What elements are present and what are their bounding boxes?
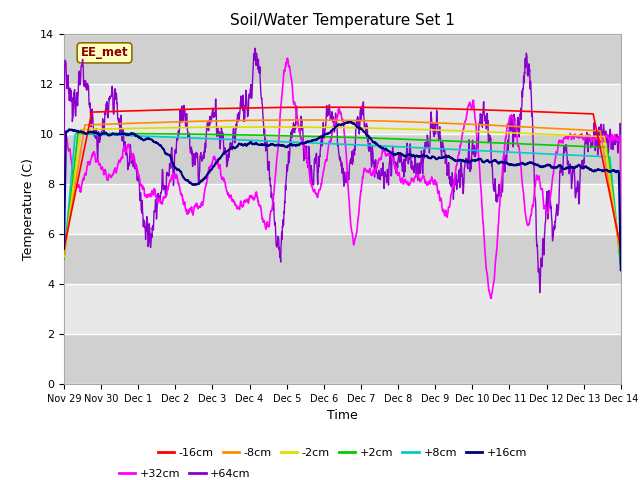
Line: +2cm: +2cm	[64, 133, 621, 264]
-2cm	[253, 124, 260, 130]
Text: EE_met: EE_met	[81, 47, 129, 60]
+64cm	[316, 147, 324, 153]
-2cm	[601, 138, 609, 144]
+16cm	[346, 119, 353, 125]
+32cm	[601, 134, 609, 140]
+16cm	[617, 267, 625, 273]
Line: -16cm: -16cm	[64, 107, 621, 248]
Line: -8cm: -8cm	[64, 120, 621, 256]
Line: +16cm: +16cm	[64, 122, 621, 270]
Bar	[64, 34, 621, 84]
+32cm	[60, 229, 68, 235]
+8cm	[601, 154, 609, 159]
-8cm	[499, 123, 506, 129]
X-axis label: Time: Time	[327, 409, 358, 422]
+8cm	[601, 154, 609, 159]
+16cm	[331, 125, 339, 131]
Line: +8cm: +8cm	[64, 134, 621, 268]
Y-axis label: Temperature (C): Temperature (C)	[22, 158, 35, 260]
+64cm	[88, 109, 96, 115]
+16cm	[88, 129, 96, 135]
+2cm	[601, 144, 609, 150]
+64cm	[252, 46, 259, 51]
+16cm	[499, 159, 506, 165]
Line: +64cm: +64cm	[64, 48, 621, 293]
+2cm	[89, 131, 97, 136]
+2cm	[316, 133, 324, 139]
+64cm	[60, 228, 68, 234]
+8cm	[71, 131, 79, 137]
Bar	[64, 334, 621, 384]
-8cm	[601, 155, 609, 161]
+16cm	[601, 168, 609, 173]
-16cm	[316, 104, 324, 110]
+32cm	[88, 153, 96, 158]
+64cm	[331, 124, 339, 130]
+8cm	[316, 140, 324, 146]
+32cm	[331, 118, 339, 124]
-16cm	[499, 108, 506, 113]
+32cm	[617, 231, 625, 237]
+64cm	[617, 188, 625, 193]
+32cm	[488, 295, 495, 301]
Bar	[64, 184, 621, 234]
-8cm	[601, 157, 609, 163]
-16cm	[617, 245, 625, 251]
-2cm	[88, 126, 96, 132]
-16cm	[88, 109, 96, 115]
-2cm	[617, 255, 625, 261]
+32cm	[316, 186, 324, 192]
Bar	[64, 134, 621, 184]
+8cm	[60, 256, 68, 262]
-8cm	[331, 117, 339, 123]
+64cm	[499, 184, 506, 190]
+2cm	[331, 134, 339, 140]
Bar	[64, 284, 621, 334]
-16cm	[321, 104, 328, 110]
-2cm	[601, 136, 609, 142]
-16cm	[331, 104, 339, 110]
+2cm	[499, 140, 506, 146]
Line: +32cm: +32cm	[64, 59, 621, 298]
-8cm	[88, 122, 96, 128]
+2cm	[601, 144, 609, 150]
Bar	[64, 84, 621, 134]
-16cm	[601, 167, 609, 172]
+16cm	[60, 246, 68, 252]
-16cm	[60, 245, 68, 251]
+64cm	[536, 290, 543, 296]
+64cm	[601, 139, 609, 145]
+2cm	[617, 261, 625, 266]
+32cm	[499, 159, 507, 165]
Line: -2cm: -2cm	[64, 127, 621, 258]
+64cm	[602, 133, 609, 139]
-2cm	[331, 125, 339, 131]
-16cm	[601, 168, 609, 174]
+16cm	[316, 134, 324, 140]
+8cm	[331, 141, 339, 147]
+16cm	[601, 168, 609, 173]
-8cm	[617, 253, 625, 259]
-2cm	[316, 124, 324, 130]
+2cm	[60, 256, 68, 262]
Title: Soil/Water Temperature Set 1: Soil/Water Temperature Set 1	[230, 13, 455, 28]
-8cm	[294, 117, 301, 123]
Legend: +32cm, +64cm: +32cm, +64cm	[114, 465, 255, 480]
-8cm	[316, 117, 324, 123]
+8cm	[499, 149, 506, 155]
+8cm	[89, 132, 97, 137]
Bar	[64, 234, 621, 284]
+32cm	[284, 56, 291, 61]
-8cm	[60, 252, 68, 258]
-2cm	[60, 254, 68, 260]
+8cm	[617, 265, 625, 271]
+32cm	[602, 133, 609, 139]
+2cm	[74, 131, 82, 136]
-2cm	[499, 130, 506, 135]
